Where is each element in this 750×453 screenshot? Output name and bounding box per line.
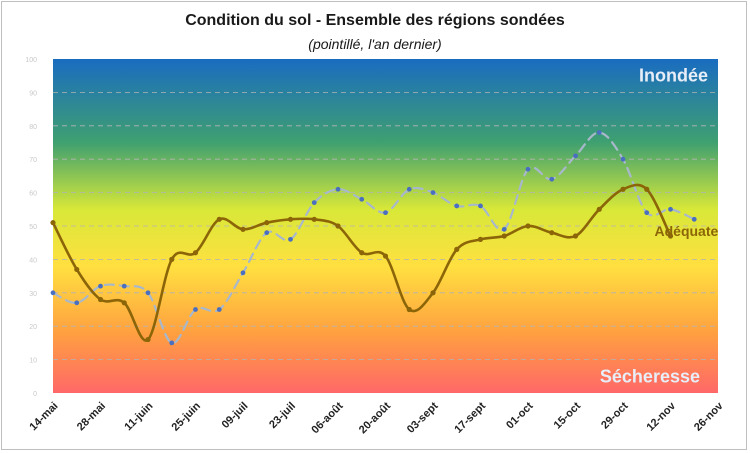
point-last-year	[596, 130, 602, 135]
point-current	[50, 220, 56, 226]
point-last-year	[691, 216, 697, 222]
point-current	[169, 256, 175, 262]
point-current	[406, 306, 412, 313]
y-tick-label: 80	[29, 124, 37, 131]
x-tick-label: 23-juil	[267, 400, 298, 431]
point-current	[264, 220, 270, 226]
point-last-year	[98, 283, 103, 289]
point-current	[572, 233, 579, 239]
point-last-year	[335, 186, 341, 192]
point-current	[382, 253, 389, 259]
zone-label-flooded: Inondée	[639, 66, 708, 86]
point-last-year	[74, 300, 80, 306]
point-current	[620, 186, 626, 192]
point-last-year	[644, 210, 650, 216]
annotation-adequate: Adéquate	[655, 223, 719, 239]
point-last-year	[454, 203, 460, 209]
y-tick-label: 20	[29, 324, 37, 331]
y-tick-label: 10	[29, 358, 37, 365]
point-last-year	[383, 210, 388, 216]
y-tick-label: 50	[29, 224, 37, 231]
y-tick-label: 100	[25, 57, 37, 64]
point-last-year	[573, 153, 578, 159]
point-last-year	[121, 283, 127, 289]
point-current	[97, 296, 104, 303]
x-tick-label: 09-juil	[220, 400, 251, 431]
point-current	[335, 223, 341, 229]
x-tick-label: 15-oct	[552, 400, 584, 432]
point-current	[501, 233, 507, 239]
point-current	[359, 250, 365, 256]
point-current	[667, 233, 674, 239]
point-last-year	[169, 340, 175, 346]
chart-subtitle: (pointillé, l'an dernier)	[308, 36, 442, 52]
y-tick-label: 90	[29, 90, 37, 97]
point-last-year	[525, 166, 531, 172]
x-tick-label: 17-sept	[452, 400, 488, 436]
point-last-year	[359, 196, 365, 202]
y-tick-label: 40	[29, 257, 37, 264]
x-tick-label: 25-juin	[170, 400, 204, 434]
x-tick-label: 12-nov	[645, 399, 679, 433]
point-last-year	[311, 200, 317, 206]
x-tick-label: 20-août	[357, 400, 393, 436]
point-last-year	[549, 176, 555, 182]
point-last-year	[478, 203, 483, 209]
point-last-year	[501, 226, 507, 232]
point-last-year	[145, 290, 151, 296]
x-tick-label: 28-mai	[75, 400, 108, 433]
y-tick-label: 70	[29, 157, 37, 164]
point-last-year	[620, 156, 626, 162]
x-tick-label: 14-mai	[27, 400, 60, 433]
y-tick-label: 60	[29, 191, 37, 198]
point-last-year	[430, 190, 436, 196]
x-tick-label: 11-juin	[122, 400, 155, 433]
point-current	[477, 236, 484, 242]
point-current	[454, 246, 460, 252]
point-last-year	[406, 186, 412, 192]
y-tick-label: 0	[33, 391, 37, 398]
point-current	[525, 223, 531, 229]
point-current	[121, 300, 127, 306]
point-current	[287, 216, 294, 222]
series-line-last-year	[51, 131, 696, 344]
point-last-year	[288, 236, 293, 242]
x-tick-label: 06-août	[309, 400, 345, 436]
point-current	[216, 216, 222, 222]
point-current	[596, 206, 602, 212]
x-tick-label: 01-oct	[504, 400, 536, 432]
point-last-year	[240, 270, 246, 276]
point-last-year	[50, 290, 56, 296]
x-tick-label: 26-nov	[692, 399, 726, 433]
point-last-year	[264, 230, 270, 236]
point-last-year	[216, 307, 222, 312]
y-tick-label: 30	[29, 291, 37, 298]
point-current	[240, 226, 246, 232]
point-current	[192, 250, 199, 256]
point-last-year	[668, 206, 673, 212]
point-current	[311, 216, 317, 222]
zone-label-drought: Sécheresse	[600, 366, 700, 386]
point-current	[430, 290, 436, 296]
x-tick-label: 03-sept	[405, 400, 441, 436]
x-tick-label: 29-oct	[599, 400, 631, 432]
point-current	[644, 186, 650, 192]
point-last-year	[193, 307, 198, 312]
point-current	[549, 230, 555, 236]
chart-title: Condition du sol - Ensemble des régions …	[185, 12, 565, 29]
point-current	[145, 336, 151, 343]
point-current	[74, 266, 80, 273]
